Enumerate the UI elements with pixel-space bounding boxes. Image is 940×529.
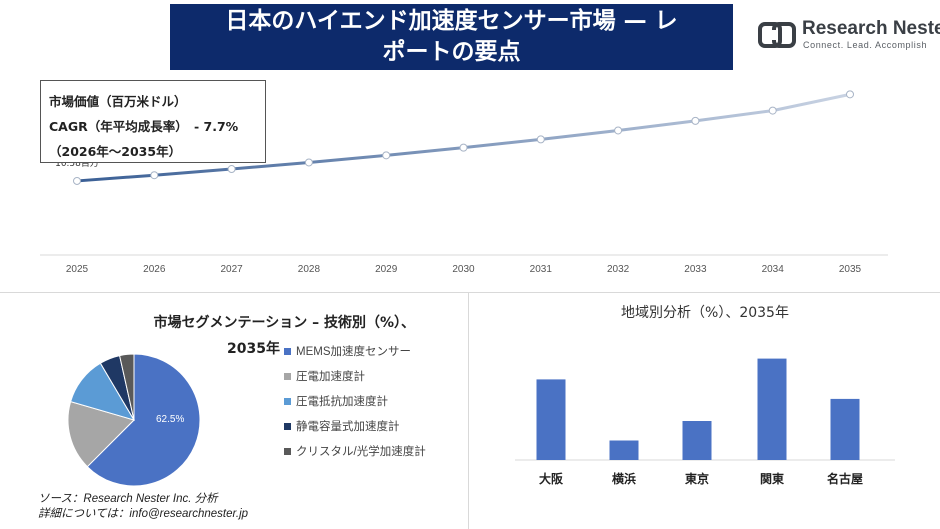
data-point-2028	[304, 158, 313, 167]
region-chart-title: 地域別分析（%）、2035年	[621, 305, 789, 321]
section-divider-horizontal	[0, 292, 940, 293]
bar-category-label: 大阪	[539, 471, 564, 486]
market-value-line-chart: 2025 2026 2027 2028 2029 2030 2031 2032 2033 2034…	[40, 90, 888, 275]
market-value-label: 市場価値（百万米ドル）	[49, 94, 187, 109]
logo-name: Research Nester	[802, 18, 940, 39]
x-tick-label-2033: 2033	[684, 264, 707, 275]
bar-大阪	[536, 379, 566, 460]
segmentation-title-line2: 2035年	[227, 341, 280, 357]
data-point-2026	[150, 171, 159, 180]
data-point-2031	[536, 135, 545, 144]
market-info-box: 市場価値（百万米ドル） CAGR（年平均成長率） - 7.7% （2026年～2…	[40, 80, 266, 163]
bar-横浜	[609, 440, 639, 460]
legend-item-1: MEMS加速度センサー	[284, 345, 444, 359]
data-point-2034	[768, 106, 777, 115]
data-point-2027	[227, 165, 236, 174]
research-nester-logo: Research Nester Connect. Lead. Accomplis…	[758, 18, 940, 52]
bar-関東	[757, 358, 787, 460]
cagr-label: CAGR（年平均成長率） - 7.7%	[49, 119, 239, 134]
data-point-2035	[846, 90, 854, 99]
legend-label: 圧電加速度計	[296, 371, 365, 383]
segmentation-title: 市場セグメンテーション – 技術別（%）、 2035年	[85, 310, 435, 362]
x-tick-label-2032: 2032	[607, 264, 630, 275]
x-tick-label-2026: 2026	[143, 264, 166, 275]
report-title-line1: 日本のハイエンド加速度センサー市場 — レ	[225, 8, 678, 34]
bar-category-label: 横浜	[612, 471, 636, 486]
source-line: ソース：Research Nester Inc. 分析	[38, 493, 218, 505]
legend-swatch	[284, 398, 291, 405]
x-tick-label-2030: 2030	[452, 264, 475, 275]
legend-label: 圧電抵抗加速度計	[296, 396, 388, 408]
x-tick-label-2025: 2025	[66, 264, 89, 275]
logo-tagline: Connect. Lead. Accomplish	[803, 40, 928, 50]
x-tick-label-2035: 2035	[839, 264, 862, 275]
x-tick-label-2027: 2027	[220, 264, 243, 275]
data-point-2030	[459, 143, 468, 152]
legend-label: MEMS加速度センサー	[296, 346, 411, 358]
legend-item-4: 静電容量式加速度計	[284, 420, 444, 434]
legend-item-5: クリスタル/光学加速度計	[284, 445, 444, 459]
bar-category-label: 関東	[760, 471, 784, 486]
data-point-2032	[614, 126, 623, 135]
x-tick-label-2029: 2029	[375, 264, 398, 275]
region-bar-chart: 大阪 横浜 東京 関東 名古屋	[515, 358, 895, 486]
report-title: 日本のハイエンド加速度センサー市場 — レ ポートの要点	[170, 4, 733, 70]
bar-東京	[682, 421, 712, 460]
cagr-period: （2026年～2035年）	[49, 144, 182, 159]
technology-pie-chart: 62.5%	[67, 353, 201, 487]
first-value-label: 10.58百万	[55, 158, 99, 169]
bar-category-label: 名古屋	[827, 471, 863, 486]
legend-swatch	[284, 423, 291, 430]
logo-mark-icon	[758, 22, 796, 48]
data-point-2033	[691, 116, 700, 125]
report-title-line2: ポートの要点	[382, 39, 521, 65]
x-tick-label-2031: 2031	[530, 264, 553, 275]
pie-slice-1	[86, 353, 201, 487]
pie-slice-2	[67, 400, 135, 468]
legend-label: クリスタル/光学加速度計	[296, 446, 426, 458]
legend-swatch	[284, 373, 291, 380]
bar-category-label: 東京	[685, 471, 709, 486]
legend-label: 静電容量式加速度計	[296, 421, 400, 433]
segmentation-title-line1: 市場セグメンテーション – 技術別（%）、	[153, 315, 416, 331]
legend-swatch	[284, 448, 291, 455]
legend-item-2: 圧電加速度計	[284, 370, 444, 384]
x-tick-label-2034: 2034	[762, 264, 785, 275]
x-tick-label-2028: 2028	[298, 264, 321, 275]
bar-名古屋	[830, 398, 860, 460]
pie-slice-label: 62.5%	[156, 414, 184, 425]
pie-legend: MEMS加速度センサー 圧電加速度計圧電抵抗加速度計 静電容量式加速度計クリスタル/…	[284, 345, 444, 470]
legend-swatch	[284, 348, 291, 355]
contact-line: 詳細については：info@researchnester.jp	[38, 508, 249, 520]
legend-item-3: 圧電抵抗加速度計	[284, 395, 444, 409]
pie-slice-5	[119, 353, 135, 421]
section-divider-vertical	[468, 293, 469, 529]
data-point-2029	[382, 151, 391, 160]
source-note: ソース：Research Nester Inc. 分析 詳細については：info…	[38, 492, 248, 522]
data-point-2025	[73, 176, 81, 185]
